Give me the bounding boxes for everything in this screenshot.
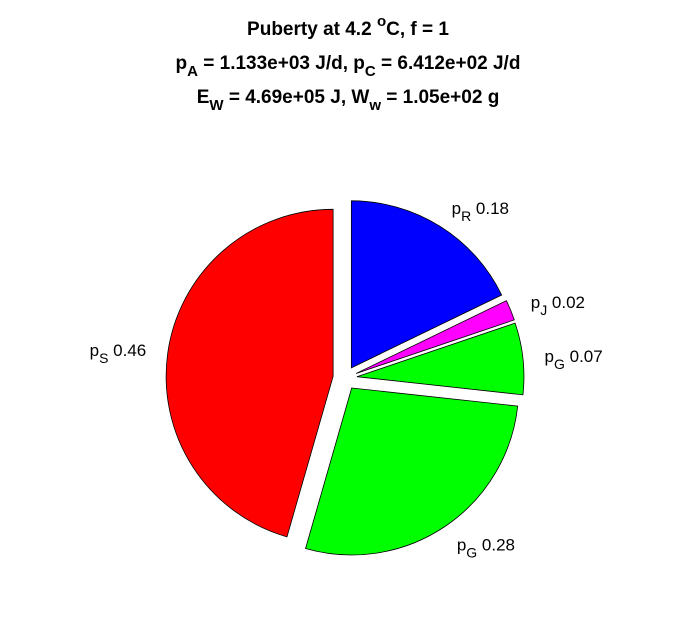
label-sub: G bbox=[466, 545, 477, 561]
chart-title: EW = 4.69e+05 J, Ww = 1.05e+02 g bbox=[197, 87, 500, 114]
title-text: Puberty at 4.2 bbox=[247, 19, 377, 40]
title-text: = 6.412e+02 J/d bbox=[376, 53, 521, 74]
label-value: 0.07 bbox=[570, 347, 603, 366]
title-text: = 4.69e+05 J, W bbox=[224, 87, 370, 108]
title-text: E bbox=[197, 87, 210, 108]
slice-label: pG 0.07 bbox=[545, 347, 603, 372]
label-sub: R bbox=[461, 208, 471, 224]
pie-slice bbox=[356, 322, 525, 396]
slice-label: pJ 0.02 bbox=[531, 293, 585, 318]
label-value: 0.02 bbox=[552, 293, 585, 312]
pie-slice bbox=[350, 200, 503, 369]
label-value: 0.28 bbox=[482, 536, 515, 555]
label-value: 0.46 bbox=[113, 341, 146, 360]
title-script: w bbox=[368, 97, 381, 114]
slice-label: pR 0.18 bbox=[452, 199, 509, 224]
label-base: p bbox=[452, 199, 461, 218]
label-sub: S bbox=[99, 350, 108, 366]
slice-label: pG 0.28 bbox=[457, 536, 515, 561]
label-base: p bbox=[545, 347, 554, 366]
title-script: C bbox=[365, 63, 376, 80]
title-script: A bbox=[187, 63, 198, 80]
title-text: = 1.133e+03 J/d, p bbox=[198, 53, 365, 74]
title-text: p bbox=[176, 53, 188, 74]
label-base: p bbox=[457, 536, 466, 555]
pie-slice bbox=[305, 387, 519, 556]
label-value: 0.18 bbox=[476, 199, 509, 218]
title-text: C, f = 1 bbox=[386, 19, 449, 40]
label-sub: J bbox=[540, 302, 547, 318]
chart-title: Puberty at 4.2 oC, f = 1 bbox=[247, 13, 449, 40]
pie-slice bbox=[165, 208, 334, 538]
pie-slice bbox=[355, 300, 515, 374]
label-sub: G bbox=[554, 356, 565, 372]
label-base: p bbox=[531, 293, 540, 312]
slice-label: pS 0.46 bbox=[90, 341, 147, 366]
label-base: p bbox=[90, 341, 99, 360]
title-script: W bbox=[209, 97, 224, 114]
title-text: = 1.05e+02 g bbox=[381, 87, 499, 108]
title-script: o bbox=[377, 13, 386, 30]
chart-title: pA = 1.133e+03 J/d, pC = 6.412e+02 J/d bbox=[176, 53, 521, 80]
